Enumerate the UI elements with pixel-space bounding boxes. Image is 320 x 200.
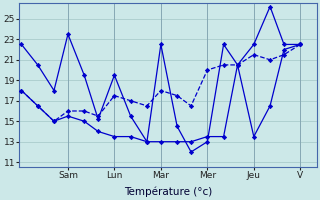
X-axis label: Température (°c): Température (°c) — [124, 186, 212, 197]
